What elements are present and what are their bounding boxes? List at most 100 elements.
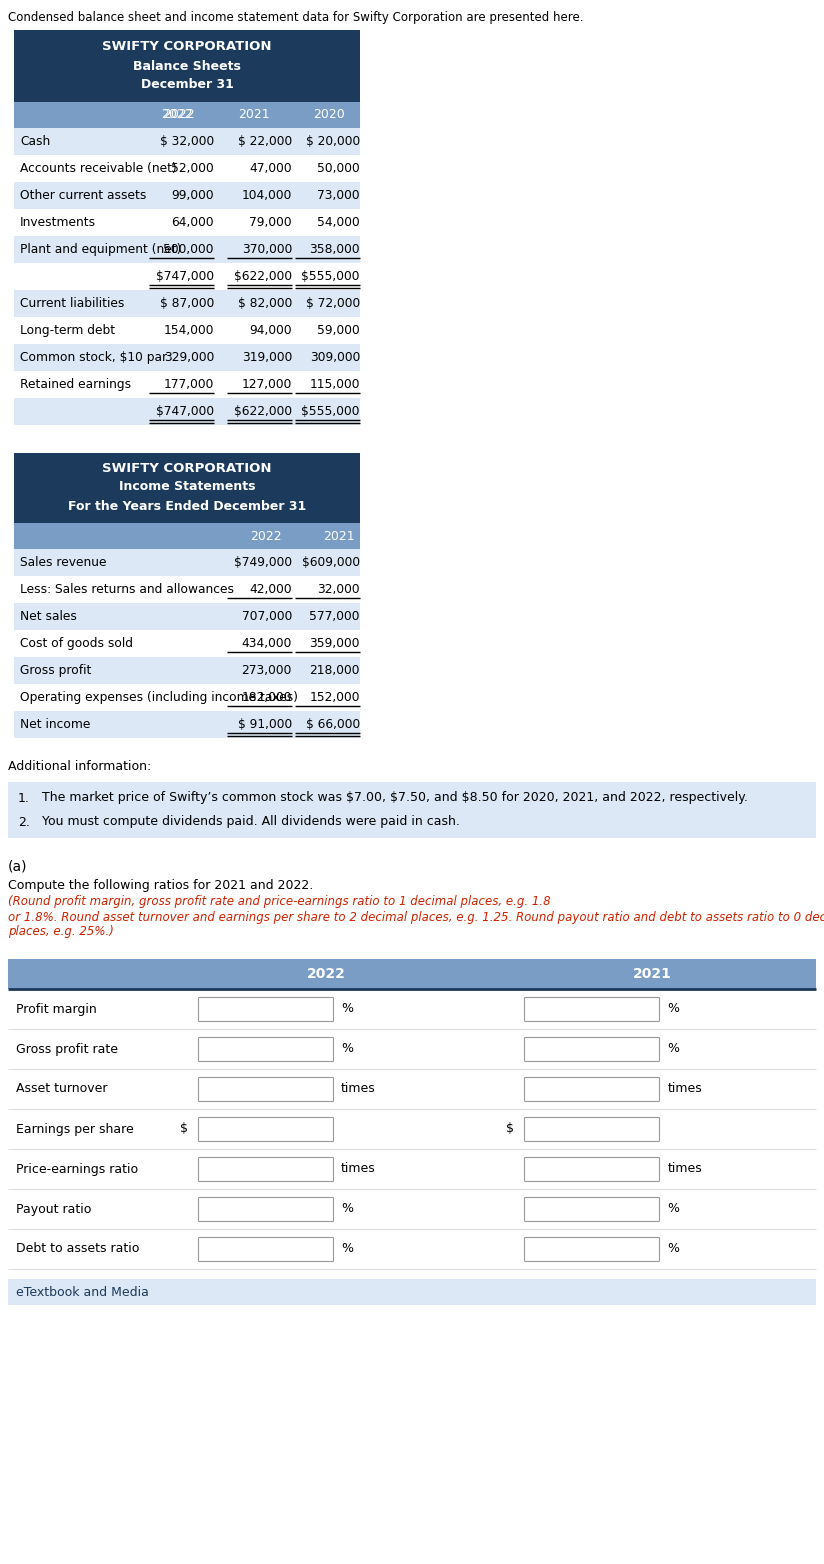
Bar [14,522,360,549]
Bar [14,549,360,576]
Text: %: % [667,1043,680,1056]
Bar [525,1157,659,1181]
Text: %: % [341,1043,353,1056]
Bar [14,397,360,425]
Bar [14,289,360,317]
Text: 2021: 2021 [323,530,355,543]
Text: 434,000: 434,000 [241,637,292,651]
Text: Payout ratio: Payout ratio [16,1203,91,1215]
Bar [14,576,360,604]
Text: SWIFTY CORPORATION: SWIFTY CORPORATION [102,39,272,53]
Text: $ 32,000: $ 32,000 [160,135,214,149]
Text: $ 87,000: $ 87,000 [160,297,214,310]
Bar [8,1109,816,1150]
Text: Gross profit rate: Gross profit rate [16,1043,118,1056]
Text: 359,000: 359,000 [310,637,360,651]
Text: $747,000: $747,000 [156,405,214,418]
Text: $555,000: $555,000 [302,405,360,418]
Text: Condensed balance sheet and income statement data for Swifty Corporation are pre: Condensed balance sheet and income state… [8,11,583,25]
Text: %: % [341,1203,353,1215]
Text: Retained earnings: Retained earnings [20,378,131,391]
Text: $ 82,000: $ 82,000 [237,297,292,310]
Text: Sales revenue: Sales revenue [20,555,106,569]
Text: Price-earnings ratio: Price-earnings ratio [16,1162,138,1176]
Bar [14,630,360,657]
Text: Cash: Cash [20,135,50,149]
Text: Long-term debt: Long-term debt [20,324,115,336]
Text: 2021: 2021 [634,967,672,981]
Text: Other current assets: Other current assets [20,189,147,202]
Bar [14,344,360,371]
Bar [198,1237,333,1261]
Bar [14,371,360,397]
Text: 50,000: 50,000 [317,163,360,175]
Text: (Round profit margin, gross profit rate and price-earnings ratio to 1 decimal pl: (Round profit margin, gross profit rate … [8,896,550,909]
Text: Net sales: Net sales [20,610,77,622]
Text: You must compute dividends paid. All dividends were paid in cash.: You must compute dividends paid. All div… [42,815,460,829]
Bar [8,782,816,838]
Bar [525,1237,659,1261]
Text: 177,000: 177,000 [164,378,214,391]
Text: 218,000: 218,000 [310,665,360,677]
Text: Debt to assets ratio: Debt to assets ratio [16,1242,139,1256]
Bar [14,604,360,630]
Bar [198,1078,333,1101]
Text: 319,000: 319,000 [241,350,292,364]
Text: 52,000: 52,000 [171,163,214,175]
Text: December 31: December 31 [141,78,233,92]
Bar [14,155,360,181]
Text: Plant and equipment (net): Plant and equipment (net) [20,242,181,256]
Text: 154,000: 154,000 [163,324,214,336]
Bar [198,1117,333,1142]
Text: SWIFTY CORPORATION: SWIFTY CORPORATION [102,461,272,474]
Text: Compute the following ratios for 2021 and 2022.: Compute the following ratios for 2021 an… [8,879,317,893]
Text: 152,000: 152,000 [310,691,360,704]
Text: times: times [667,1162,702,1176]
Text: or 1.8%. Round asset turnover and earnings per share to 2 decimal places, e.g. 1: or 1.8%. Round asset turnover and earnin… [8,910,824,923]
Text: 2022: 2022 [162,108,193,122]
Text: Balance Sheets: Balance Sheets [133,59,241,72]
Text: $555,000: $555,000 [302,271,360,283]
Text: 47,000: 47,000 [250,163,292,175]
Bar [14,263,360,289]
Text: Accounts receivable (net): Accounts receivable (net) [20,163,177,175]
Text: 32,000: 32,000 [317,583,360,596]
Text: 94,000: 94,000 [250,324,292,336]
Text: Cost of goods sold: Cost of goods sold [20,637,133,651]
Bar [525,1196,659,1221]
Bar [14,712,360,738]
Text: The market price of Swifty’s common stock was $7.00, $7.50, and $8.50 for 2020, : The market price of Swifty’s common stoc… [42,791,748,804]
Bar [8,1150,816,1189]
Text: 2.: 2. [18,815,30,829]
Text: 329,000: 329,000 [164,350,214,364]
Text: 2022: 2022 [307,967,346,981]
Bar [198,1037,333,1060]
Bar [14,683,360,712]
Text: Current liabilities: Current liabilities [20,297,124,310]
Bar [14,102,360,128]
Bar [525,1078,659,1101]
Text: 309,000: 309,000 [310,350,360,364]
Text: %: % [341,1003,353,1015]
Bar [14,128,360,155]
Text: Additional information:: Additional information: [8,760,152,773]
Text: %: % [667,1203,680,1215]
Text: times: times [667,1082,702,1095]
Bar [14,210,360,236]
Text: Operating expenses (including income taxes): Operating expenses (including income tax… [20,691,298,704]
Bar [198,1196,333,1221]
Bar [14,30,360,102]
Text: 358,000: 358,000 [309,242,360,256]
Text: $: $ [180,1123,188,1135]
Text: $622,000: $622,000 [234,405,292,418]
Text: For the Years Ended December 31: For the Years Ended December 31 [68,499,307,513]
Bar [525,1117,659,1142]
Text: 577,000: 577,000 [310,610,360,622]
Text: 127,000: 127,000 [241,378,292,391]
Text: %: % [667,1003,680,1015]
Bar [14,317,360,344]
Text: $749,000: $749,000 [234,555,292,569]
Text: Income Statements: Income Statements [119,480,255,494]
Text: $ 22,000: $ 22,000 [238,135,292,149]
Text: 64,000: 64,000 [171,216,214,228]
